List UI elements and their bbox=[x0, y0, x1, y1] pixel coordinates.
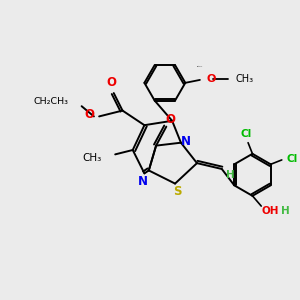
Text: H: H bbox=[281, 206, 290, 216]
Text: O: O bbox=[84, 109, 94, 122]
Text: O: O bbox=[206, 74, 216, 84]
Text: N: N bbox=[181, 135, 191, 148]
Text: methoxy: methoxy bbox=[197, 66, 203, 68]
Text: Cl: Cl bbox=[286, 154, 297, 164]
Text: CH₂CH₃: CH₂CH₃ bbox=[34, 97, 68, 106]
Text: OH: OH bbox=[262, 206, 279, 216]
Text: O: O bbox=[165, 113, 175, 126]
Text: CH₃: CH₃ bbox=[236, 74, 253, 84]
Text: CH₃: CH₃ bbox=[83, 153, 102, 163]
Text: S: S bbox=[173, 185, 182, 198]
Text: O: O bbox=[106, 76, 116, 89]
Text: Cl: Cl bbox=[241, 129, 252, 139]
Text: H: H bbox=[226, 170, 234, 180]
Text: N: N bbox=[138, 175, 148, 188]
